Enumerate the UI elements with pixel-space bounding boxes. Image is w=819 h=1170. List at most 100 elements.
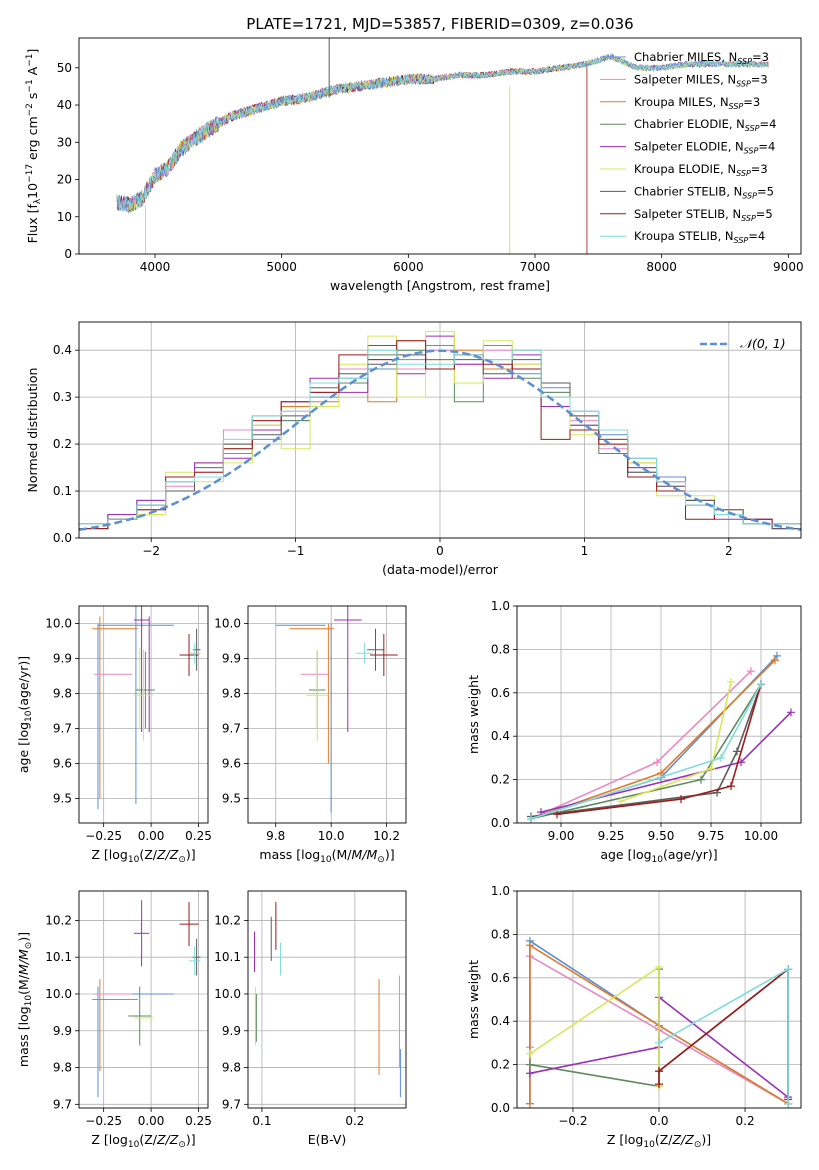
- x-tick-label: 9.75: [698, 829, 725, 843]
- x-axis-label: age [log10(age/yr)]: [600, 847, 717, 865]
- y-tick-label: 0.1: [53, 484, 72, 498]
- label-span: log: [109, 847, 128, 862]
- legend-subscript: SSP: [742, 191, 757, 200]
- mass-weight-marker: [717, 753, 725, 762]
- y-tick-label: 9.6: [53, 757, 72, 771]
- legend-subscript: SSP: [737, 57, 752, 66]
- mass-weight-marker: [525, 1049, 534, 1058]
- mass-weight-line-chabrier-stelib: [530, 683, 762, 818]
- label-span: −17: [25, 164, 35, 183]
- x-tick-label: 9.25: [598, 829, 625, 843]
- y-axis-label: mass weight: [466, 675, 481, 754]
- axes-frame: [516, 890, 802, 1109]
- label-span: ]: [25, 49, 40, 54]
- x-tick-label: 7000: [520, 260, 551, 274]
- axes-frame: [78, 37, 802, 255]
- y-tick-label: 9.9: [53, 1024, 72, 1038]
- y-axis-label: mass [log10(M/M/M⊙)]: [16, 932, 34, 1067]
- y-axis-label: mass weight: [466, 960, 481, 1039]
- age-vs-metallicity-panel: −0.25 0.00 0.259.59.69.79.89.910.0Z [log10…: [16, 605, 212, 865]
- label-span: (age/yr)]: [16, 656, 31, 711]
- x-tick-label: −1: [287, 544, 305, 558]
- label-span: −2: [25, 103, 35, 116]
- x-tick-label: 0.2: [345, 1114, 364, 1128]
- label-span: Z/Z: [156, 1132, 179, 1147]
- y-tick-label: 0.8: [491, 927, 510, 941]
- label-span: Z [: [607, 1132, 624, 1147]
- label-span: (data-model)/error: [382, 562, 499, 577]
- y-tick-label: 0.4: [491, 1014, 510, 1028]
- x-tick-label: 0.2: [736, 1114, 755, 1128]
- label-span: ⊙: [178, 1140, 186, 1150]
- label-span: E(B-V): [308, 1132, 347, 1147]
- legend-count: =5: [756, 207, 773, 221]
- y-tick-label: 9.8: [53, 687, 72, 701]
- label-span: ⊙: [178, 855, 186, 865]
- label-span: 10: [25, 183, 40, 199]
- label-span: 10: [128, 1140, 140, 1150]
- mass-weight-marker: [784, 965, 793, 974]
- histogram-kroupa-stelib: [79, 349, 801, 525]
- axes-frame: [247, 890, 407, 1109]
- y-tick-label: 10.2: [45, 913, 72, 927]
- legend-count: =3: [743, 95, 760, 109]
- mass-weight-marker: [727, 677, 735, 686]
- spectrum-kroupa-stelib: [116, 54, 770, 213]
- legend-subscript: SSP: [729, 102, 744, 111]
- label-span: log: [16, 722, 31, 741]
- mass-weight-marker: [653, 758, 661, 767]
- y-tick-label: 50: [57, 61, 72, 75]
- mass-weight-line-salpeter-stelib: [658, 967, 789, 1100]
- x-tick-label: 0.25: [185, 829, 212, 843]
- mass-weight-marker: [525, 1060, 534, 1069]
- y-tick-label: 30: [57, 135, 72, 149]
- legend-label: Kroupa MILES, NSSP=3: [634, 95, 760, 111]
- mass-weight-line-kroupa-miles: [529, 943, 789, 1105]
- y-tick-label: 9.9: [222, 1024, 241, 1038]
- x-tick-label: 0: [436, 544, 444, 558]
- y-tick-label: 0.6: [491, 686, 510, 700]
- mass-weight-marker: [697, 775, 705, 784]
- x-axis-label: Z [log10(Z/Z/Z⊙)]: [607, 1132, 711, 1150]
- label-span: log: [109, 1132, 128, 1147]
- legend-label: Salpeter MILES, NSSP=3: [634, 72, 768, 88]
- mass-weight-marker: [655, 1038, 663, 1047]
- x-axis-label: Z [log10(Z/Z/Z⊙)]: [91, 847, 195, 865]
- y-tick-label: 9.6: [222, 757, 241, 771]
- y-tick-label: 9.9: [222, 652, 241, 666]
- legend-label: Chabrier STELIB, NSSP=5: [634, 184, 774, 200]
- plot-area: [275, 606, 398, 813]
- y-tick-label: 9.8: [222, 1061, 241, 1075]
- y-tick-label: 9.5: [53, 792, 72, 806]
- legend-subscript: SSP: [736, 169, 751, 178]
- x-tick-label: 9.50: [648, 829, 675, 843]
- spectrum-panel: 4000 5000 6000 7000 8000 9000 0 10 20 30 40 50 wavel…: [25, 37, 804, 293]
- mass-weight-marker: [733, 747, 741, 756]
- label-span: log: [624, 1132, 643, 1147]
- y-tick-label: 10.1: [214, 950, 241, 964]
- x-tick-label: 0.1: [252, 1114, 271, 1128]
- y-tick-label: 40: [57, 98, 72, 112]
- label-span: )]: [385, 847, 395, 862]
- legend-count: =4: [760, 117, 777, 131]
- mass-vs-extinction-panel: 0.1 0.2 9.7 9.8 9.9 10.0 10.1 10.2 E(B-V): [214, 890, 407, 1147]
- mass-weight-line-salpeter-stelib: [556, 683, 762, 816]
- axes-frame: [78, 321, 802, 539]
- x-tick-label: −0.2: [558, 1114, 587, 1128]
- label-span: )]: [701, 1132, 711, 1147]
- label-span: Z/Z: [156, 847, 179, 862]
- x-tick-label: 2: [725, 544, 733, 558]
- label-span: mass weight: [466, 675, 481, 754]
- legend-count: =3: [751, 162, 768, 176]
- mass-weight-marker: [553, 810, 561, 819]
- x-tick-label: 6000: [393, 260, 424, 274]
- legend-text: Salpeter MILES, N: [634, 72, 736, 86]
- y-tick-label: 1.0: [491, 884, 510, 898]
- normal-curve: [79, 349, 801, 532]
- y-tick-label: 9.7: [53, 1097, 72, 1111]
- legend-text: Chabrier STELIB, N: [634, 184, 742, 198]
- y-tick-label: 0.2: [53, 437, 72, 451]
- label-span: ⊙: [694, 1140, 702, 1150]
